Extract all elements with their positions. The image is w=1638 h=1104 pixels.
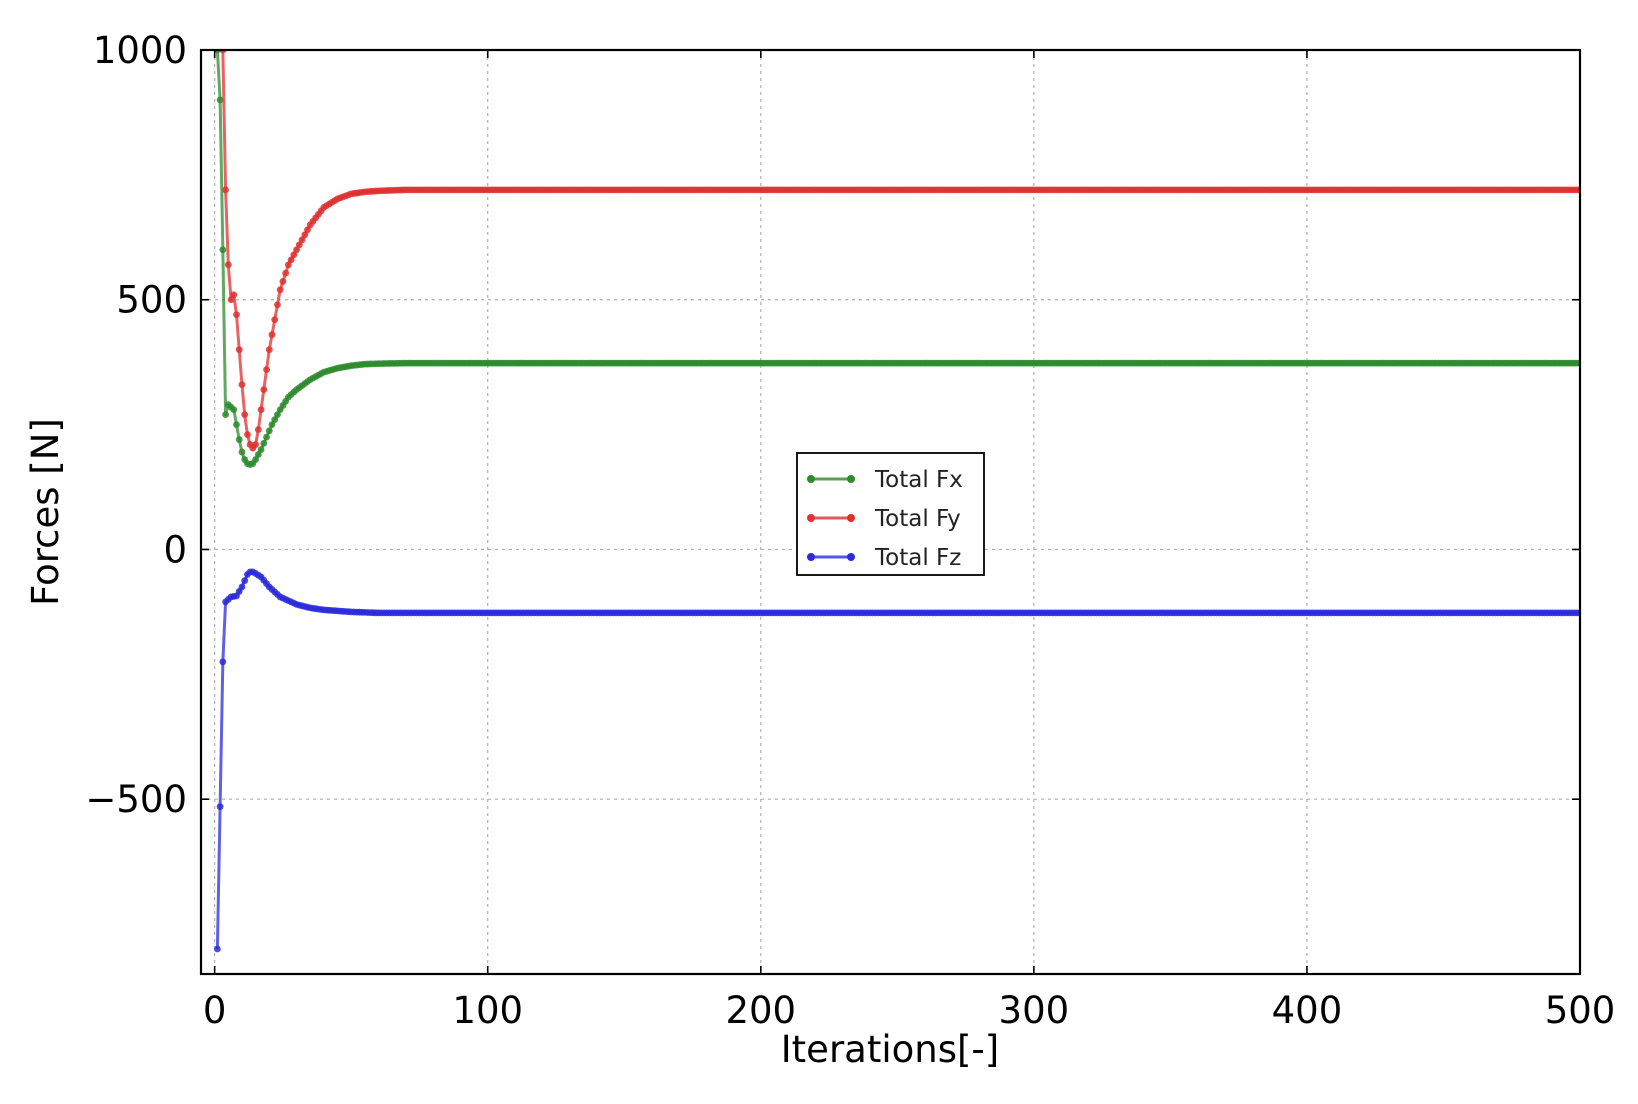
data-point <box>235 346 243 354</box>
y-tick-label: 0 <box>163 528 187 571</box>
data-point <box>276 286 284 294</box>
data-point <box>216 803 224 811</box>
x-tick-label: 300 <box>999 989 1070 1032</box>
x-tick-label: 0 <box>203 989 227 1032</box>
data-point <box>287 256 295 264</box>
data-point <box>241 577 249 585</box>
legend-box <box>796 452 985 576</box>
data-point <box>265 427 273 435</box>
legend-marker <box>807 553 815 561</box>
data-point <box>230 291 238 299</box>
data-point <box>298 236 306 244</box>
data-point <box>254 426 262 433</box>
data-point <box>271 316 279 324</box>
tick-layer: 0 100 200 300 400 500 −500 0 500 1000 <box>85 29 1615 1032</box>
data-point <box>293 246 300 254</box>
data-point <box>260 386 268 394</box>
data-point <box>213 945 221 953</box>
legend-label: Total Fx <box>874 467 963 493</box>
data-point <box>271 416 279 423</box>
data-point <box>279 278 287 285</box>
data-point <box>233 421 240 428</box>
data-point <box>295 241 303 249</box>
legend-marker <box>847 553 855 561</box>
x-axis-label: Iterations[-] <box>781 1028 999 1071</box>
y-tick-label: 1000 <box>93 29 187 72</box>
data-point <box>222 411 229 419</box>
data-point <box>263 366 270 374</box>
data-point <box>263 433 270 441</box>
legend-marker <box>847 475 855 483</box>
y-tick-label: 500 <box>116 279 187 322</box>
legend-marker <box>807 475 815 483</box>
legend[interactable]: Total Fx Total Fy Total Fz <box>796 452 985 576</box>
data-point <box>241 411 249 419</box>
data-point <box>227 296 235 304</box>
x-tick-label: 200 <box>725 989 796 1032</box>
data-point <box>230 406 238 414</box>
data-point <box>268 331 276 339</box>
legend-label: Total Fy <box>874 506 961 532</box>
data-point <box>238 583 246 591</box>
series-total-fz <box>213 568 1580 953</box>
series-total-fy <box>219 50 1580 452</box>
data-point <box>265 346 273 354</box>
data-point <box>274 411 281 419</box>
data-point <box>244 431 251 438</box>
legend-item[interactable]: Total Fx <box>807 467 963 493</box>
data-point <box>252 441 260 448</box>
data-point <box>224 261 232 269</box>
y-axis-label: Forces [N] <box>24 418 67 606</box>
x-tick-label: 500 <box>1545 989 1616 1032</box>
data-point <box>254 451 262 458</box>
data-point <box>222 186 229 194</box>
data-point <box>238 448 246 456</box>
plot-frame <box>199 48 1582 976</box>
legend-item[interactable]: Total Fz <box>807 545 961 571</box>
data-point <box>268 421 276 428</box>
x-tick-label: 400 <box>1272 989 1343 1032</box>
legend-marker <box>807 514 815 522</box>
series-total-fx <box>213 50 1580 468</box>
data-point <box>219 246 227 254</box>
x-tick-label: 100 <box>452 989 523 1032</box>
data-point <box>304 226 311 234</box>
y-tick-label: −500 <box>85 778 187 821</box>
data-point <box>260 439 268 447</box>
data-point <box>257 446 265 453</box>
data-point <box>252 456 260 463</box>
legend-marker <box>847 514 855 522</box>
data-point <box>219 658 227 666</box>
data-point <box>290 251 298 259</box>
data-point <box>233 311 240 319</box>
data-point <box>238 381 246 389</box>
data-point <box>284 261 292 269</box>
legend-label: Total Fz <box>874 545 961 571</box>
data-point <box>274 301 281 309</box>
data-point <box>216 96 224 104</box>
data-point <box>301 231 309 239</box>
series-layer <box>213 50 1580 953</box>
legend-item[interactable]: Total Fy <box>807 506 961 532</box>
data-point <box>282 269 290 277</box>
data-point <box>235 436 243 443</box>
data-point <box>257 406 265 414</box>
